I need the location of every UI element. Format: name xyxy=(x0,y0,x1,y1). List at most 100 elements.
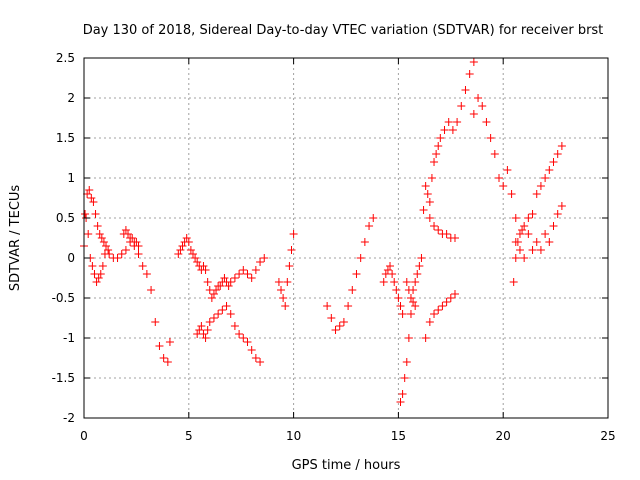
data-point xyxy=(446,294,455,302)
data-point xyxy=(444,118,453,126)
series-arc16 xyxy=(511,202,566,262)
data-point xyxy=(279,294,288,302)
data-point xyxy=(197,322,206,330)
data-point xyxy=(409,298,418,306)
data-point xyxy=(134,250,143,258)
data-point xyxy=(243,338,252,346)
data-point xyxy=(193,258,202,266)
data-point xyxy=(201,266,210,274)
data-point xyxy=(404,334,413,342)
data-point xyxy=(96,270,105,278)
data-point xyxy=(400,374,409,382)
data-point xyxy=(99,238,108,246)
x-tick-label: 20 xyxy=(496,429,511,443)
data-point xyxy=(442,230,451,238)
data-point xyxy=(545,238,554,246)
series-arc7 xyxy=(323,214,378,334)
data-point xyxy=(94,274,103,282)
y-tick-label: -1.5 xyxy=(52,371,75,385)
data-point xyxy=(92,278,101,286)
data-point xyxy=(147,286,156,294)
data-point xyxy=(528,246,537,254)
data-point xyxy=(89,198,98,206)
data-point xyxy=(251,266,260,274)
series-arc13 xyxy=(425,214,459,242)
data-point xyxy=(199,330,208,338)
data-point xyxy=(283,278,292,286)
data-point xyxy=(128,234,137,242)
data-point xyxy=(434,142,443,150)
data-point xyxy=(81,210,90,218)
x-tick-labels: 0 5 10 15 20 25 xyxy=(80,429,615,443)
data-point xyxy=(482,118,491,126)
data-point xyxy=(201,334,210,342)
data-point xyxy=(84,230,93,238)
data-point xyxy=(93,222,102,230)
data-point xyxy=(203,278,212,286)
data-point xyxy=(121,226,130,234)
data-point xyxy=(450,234,459,242)
data-point xyxy=(430,222,439,230)
data-point xyxy=(216,282,225,290)
data-point xyxy=(396,302,405,310)
data-point xyxy=(88,262,97,270)
data-point xyxy=(174,250,183,258)
tick-marks xyxy=(83,57,609,419)
data-point xyxy=(287,246,296,254)
x-tick-label: 0 xyxy=(80,429,88,443)
data-point xyxy=(457,102,466,110)
data-point xyxy=(251,354,260,362)
data-point xyxy=(260,254,269,262)
data-point xyxy=(209,314,218,322)
data-point xyxy=(222,302,231,310)
data-point xyxy=(98,262,107,270)
data-point xyxy=(469,110,478,118)
data-point xyxy=(348,286,357,294)
data-point xyxy=(541,230,550,238)
data-points xyxy=(80,58,566,406)
data-point xyxy=(247,274,256,282)
data-point xyxy=(239,266,248,274)
x-tick-label: 15 xyxy=(391,429,406,443)
data-point xyxy=(402,358,411,366)
data-point xyxy=(186,246,195,254)
data-point xyxy=(205,318,214,326)
data-point xyxy=(553,210,562,218)
data-point xyxy=(442,298,451,306)
data-point xyxy=(557,202,566,210)
data-point xyxy=(235,270,244,278)
data-point xyxy=(243,270,252,278)
data-point xyxy=(524,230,533,238)
data-point xyxy=(159,354,168,362)
y-tick-label: 1.5 xyxy=(56,131,75,145)
data-point xyxy=(413,270,422,278)
y-tick-label: 2 xyxy=(67,91,75,105)
data-point xyxy=(383,266,392,274)
data-point xyxy=(425,214,434,222)
data-point xyxy=(511,254,520,262)
data-point xyxy=(524,214,533,222)
data-point xyxy=(182,234,191,242)
data-point xyxy=(87,194,96,202)
series-arc5 xyxy=(193,302,265,366)
data-point xyxy=(518,226,527,234)
data-point xyxy=(323,302,332,310)
data-point xyxy=(214,310,223,318)
data-point xyxy=(421,334,430,342)
data-point xyxy=(365,222,374,230)
data-point xyxy=(553,150,562,158)
data-point xyxy=(344,302,353,310)
data-point xyxy=(545,166,554,174)
data-point xyxy=(434,306,443,314)
data-point xyxy=(507,190,516,198)
data-point xyxy=(423,190,432,198)
data-point xyxy=(396,398,405,406)
data-point xyxy=(478,102,487,110)
data-point xyxy=(557,142,566,150)
data-point xyxy=(256,358,265,366)
series-arc12 xyxy=(419,58,478,214)
data-point xyxy=(419,206,428,214)
data-point xyxy=(404,286,413,294)
series-arc8 xyxy=(379,262,407,318)
